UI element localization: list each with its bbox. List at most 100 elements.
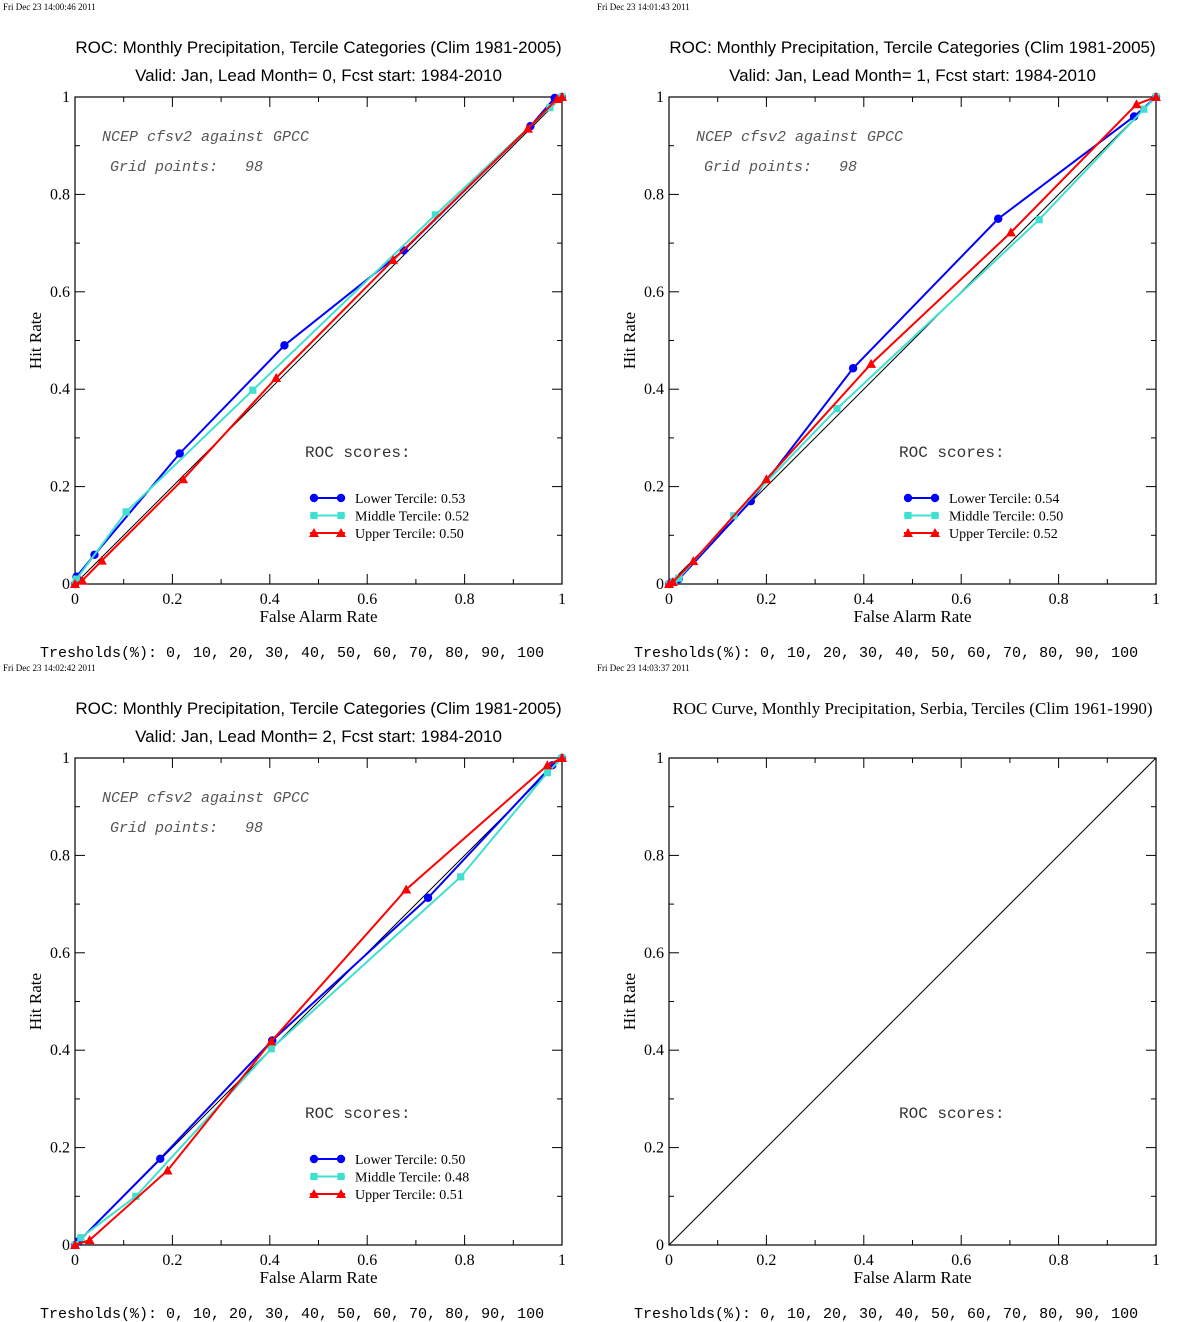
y-tick-label: 0.2 <box>644 1140 664 1157</box>
legend-label: Middle Tercile: 0.50 <box>949 510 1063 525</box>
model-annotation: NCEP cfsv2 against GPCC <box>102 790 309 807</box>
y-tick-label: 0.8 <box>644 847 664 864</box>
x-tick-label: 1 <box>558 591 566 608</box>
y-tick-label: 0.8 <box>50 186 70 203</box>
y-axis-label: Hit Rate <box>620 973 639 1030</box>
legend-marker <box>903 528 913 537</box>
data-point <box>84 1235 95 1245</box>
x-tick-label: 0.8 <box>455 1252 475 1269</box>
x-tick-label: 0.6 <box>357 591 377 608</box>
x-tick-label: 0.6 <box>951 591 971 608</box>
legend-entry: Upper Tercile: 0.52 <box>903 527 1058 542</box>
legend-label: Middle Tercile: 0.52 <box>355 510 469 525</box>
roc-panel-1: Fri Dec 23 14:00:46 2011 ROC: Monthly Pre… <box>3 2 567 662</box>
data-point <box>266 1036 277 1046</box>
diagonal-reference-line <box>668 757 1157 1246</box>
data-point <box>178 474 189 484</box>
chart-title: ROC Curve, Monthly Precipitation, Serbia… <box>672 699 1152 718</box>
data-point <box>267 1045 275 1053</box>
roc-scores-heading: ROC scores: <box>899 1105 1005 1123</box>
timestamp: Fri Dec 23 14:03:37 2011 <box>597 663 690 673</box>
y-axis-label: Hit Rate <box>26 973 45 1030</box>
x-axis-label: False Alarm Rate <box>853 607 971 626</box>
chart-title: ROC: Monthly Precipitation, Tercile Cate… <box>75 699 561 718</box>
data-point <box>522 123 533 133</box>
roc-scores-heading: ROC scores: <box>305 1105 411 1123</box>
legend-label: Upper Tercile: 0.51 <box>355 1188 464 1203</box>
x-tick-label: 0.4 <box>854 591 874 608</box>
legend-entry: Lower Tercile: 0.50 <box>309 1153 465 1168</box>
x-axis-label: False Alarm Rate <box>259 607 377 626</box>
x-tick-label: 0.2 <box>162 591 182 608</box>
y-tick-label: 0.8 <box>50 847 70 864</box>
roc-panel-2: Fri Dec 23 14:01:43 2011 ROC: Monthly Pre… <box>597 2 1161 662</box>
grid-points-annotation: Grid points: 98 <box>110 159 263 176</box>
legend-entry: Middle Tercile: 0.50 <box>904 510 1063 525</box>
data-point <box>557 753 567 762</box>
legend-entry: Middle Tercile: 0.48 <box>310 1171 469 1186</box>
data-point <box>761 474 772 484</box>
chart-title: ROC: Monthly Precipitation, Tercile Cate… <box>669 38 1155 57</box>
x-tick-label: 0.8 <box>455 591 475 608</box>
legend-label: Lower Tercile: 0.54 <box>949 492 1059 507</box>
data-point <box>175 449 184 458</box>
legend-marker <box>931 511 939 520</box>
legend-marker <box>336 493 346 503</box>
timestamp: Fri Dec 23 14:02:42 2011 <box>3 663 96 673</box>
data-point <box>132 1192 140 1200</box>
grid-points-annotation: Grid points: 98 <box>110 820 263 837</box>
x-tick-label: 0.4 <box>854 1252 874 1269</box>
data-point <box>457 873 465 881</box>
data-point <box>72 575 81 583</box>
roc-scores-heading: ROC scores: <box>899 444 1005 462</box>
legend-marker <box>337 1172 345 1181</box>
data-point <box>271 372 282 382</box>
legend-marker <box>903 493 913 503</box>
data-point <box>162 1165 173 1175</box>
data-point <box>156 1154 165 1164</box>
chart-subtitle: Valid: Jan, Lead Month= 2, Fcst start: 1… <box>135 727 502 746</box>
model-annotation: NCEP cfsv2 against GPCC <box>696 129 903 146</box>
model-annotation: NCEP cfsv2 against GPCC <box>102 129 309 146</box>
y-tick-label: 1 <box>656 750 664 767</box>
legend-entry: Lower Tercile: 0.54 <box>903 492 1059 507</box>
data-point <box>866 358 877 368</box>
y-tick-label: 0.4 <box>644 381 664 398</box>
y-tick-label: 0.4 <box>50 381 70 398</box>
data-point <box>848 364 858 373</box>
roc-scores-heading: ROC scores: <box>305 444 411 462</box>
data-point <box>543 769 551 777</box>
legend-marker <box>309 1154 319 1164</box>
chart-subtitle: Valid: Jan, Lead Month= 0, Fcst start: 1… <box>135 66 502 85</box>
thresholds-note: Tresholds(%): 0, 10, 20, 30, 40, 50, 60,… <box>634 1306 1138 1322</box>
thresholds-note: Tresholds(%): 0, 10, 20, 30, 40, 50, 60,… <box>40 1306 544 1322</box>
legend-marker <box>930 528 940 537</box>
legend-entry: Lower Tercile: 0.53 <box>309 492 465 507</box>
y-tick-label: 0 <box>656 576 664 593</box>
data-point <box>688 556 699 566</box>
legend-entry: Middle Tercile: 0.52 <box>310 510 469 525</box>
chart-title: ROC: Monthly Precipitation, Tercile Cate… <box>75 38 561 57</box>
legend-marker <box>336 528 346 537</box>
data-point <box>401 884 412 894</box>
x-tick-label: 0.6 <box>357 1252 377 1269</box>
y-tick-label: 0.4 <box>644 1042 664 1059</box>
legend-label: Lower Tercile: 0.50 <box>355 1153 465 1168</box>
series-triangle <box>70 753 567 1249</box>
data-point <box>1035 216 1043 224</box>
series-line <box>668 96 1157 585</box>
timestamp: Fri Dec 23 14:00:46 2011 <box>3 2 96 12</box>
x-tick-label: 0.4 <box>260 1252 280 1269</box>
legend-label: Lower Tercile: 0.53 <box>355 492 465 507</box>
x-tick-label: 1 <box>558 1252 566 1269</box>
data-point <box>994 214 1003 223</box>
x-tick-label: 0 <box>665 1252 673 1269</box>
legend-marker <box>309 1189 319 1198</box>
y-tick-label: 0.6 <box>644 284 664 301</box>
data-point <box>557 92 567 101</box>
legend-marker <box>309 493 319 503</box>
y-tick-label: 0.2 <box>50 479 70 496</box>
legend-marker <box>310 1172 318 1181</box>
data-point <box>70 579 80 588</box>
legend-marker <box>336 1189 346 1198</box>
